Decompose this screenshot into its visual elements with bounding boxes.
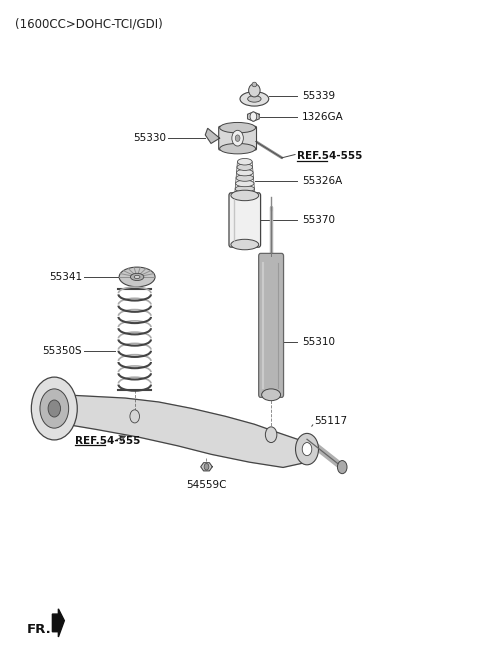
Ellipse shape xyxy=(252,82,257,87)
Ellipse shape xyxy=(236,180,254,187)
Ellipse shape xyxy=(240,92,269,106)
Circle shape xyxy=(204,464,209,470)
Text: 55326A: 55326A xyxy=(302,176,342,186)
Polygon shape xyxy=(205,129,220,144)
Text: 55350S: 55350S xyxy=(42,346,82,356)
Text: 55341: 55341 xyxy=(49,272,82,282)
Text: 1326GA: 1326GA xyxy=(302,112,344,121)
FancyBboxPatch shape xyxy=(219,127,256,150)
Ellipse shape xyxy=(235,191,255,197)
Ellipse shape xyxy=(235,186,254,192)
Text: REF.54-555: REF.54-555 xyxy=(298,152,363,161)
Circle shape xyxy=(48,400,60,417)
Text: 55339: 55339 xyxy=(302,91,336,101)
Text: 55370: 55370 xyxy=(302,215,335,225)
Polygon shape xyxy=(201,462,212,471)
Ellipse shape xyxy=(231,239,259,250)
Text: 55310: 55310 xyxy=(302,337,335,348)
Polygon shape xyxy=(52,609,64,637)
Circle shape xyxy=(302,443,312,456)
Circle shape xyxy=(235,135,240,142)
Polygon shape xyxy=(44,396,317,468)
Circle shape xyxy=(296,434,319,465)
Ellipse shape xyxy=(236,174,253,181)
Ellipse shape xyxy=(238,159,252,165)
Text: REF.54-555: REF.54-555 xyxy=(75,436,140,445)
Circle shape xyxy=(40,389,69,428)
Ellipse shape xyxy=(237,169,253,176)
Ellipse shape xyxy=(234,196,255,203)
Text: 54559C: 54559C xyxy=(186,480,227,490)
Ellipse shape xyxy=(131,274,144,281)
FancyBboxPatch shape xyxy=(259,253,284,398)
Ellipse shape xyxy=(134,276,140,279)
Text: 55117: 55117 xyxy=(314,416,348,426)
Circle shape xyxy=(265,427,277,443)
Ellipse shape xyxy=(220,123,255,133)
Ellipse shape xyxy=(119,267,155,287)
Ellipse shape xyxy=(231,190,259,201)
Ellipse shape xyxy=(248,96,261,102)
Ellipse shape xyxy=(220,144,255,154)
Ellipse shape xyxy=(249,84,260,97)
Ellipse shape xyxy=(237,164,252,171)
Text: FR.: FR. xyxy=(27,623,52,636)
Circle shape xyxy=(232,131,243,146)
Text: (1600CC>DOHC-TCI/GDI): (1600CC>DOHC-TCI/GDI) xyxy=(15,17,163,30)
Ellipse shape xyxy=(262,389,281,401)
FancyBboxPatch shape xyxy=(229,193,261,247)
Text: 55330: 55330 xyxy=(133,133,166,143)
Circle shape xyxy=(250,112,257,121)
Polygon shape xyxy=(248,112,259,121)
Circle shape xyxy=(31,377,77,440)
Circle shape xyxy=(337,461,347,474)
Circle shape xyxy=(130,410,140,423)
